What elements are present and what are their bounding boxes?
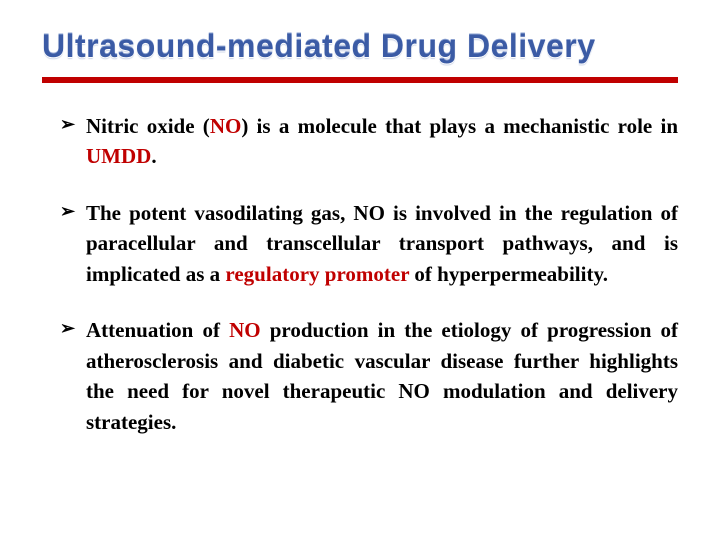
text-segment: Attenuation of	[86, 318, 229, 342]
page-title: Ultrasound-mediated Drug Delivery	[42, 28, 678, 65]
list-item: Attenuation of NO production in the etio…	[60, 315, 678, 437]
title-underline	[42, 77, 678, 83]
text-segment: .	[151, 144, 156, 168]
text-segment: ) is a molecule that plays a mechanistic…	[241, 114, 678, 138]
highlight-text: regulatory promoter	[225, 262, 409, 286]
bullet-list: Nitric oxide (NO) is a molecule that pla…	[42, 111, 678, 437]
text-segment: Nitric oxide (	[86, 114, 210, 138]
list-item: The potent vasodilating gas, NO is invol…	[60, 198, 678, 289]
highlight-text: NO	[210, 114, 242, 138]
text-segment: of hyperpermeability.	[409, 262, 608, 286]
list-item: Nitric oxide (NO) is a molecule that pla…	[60, 111, 678, 172]
highlight-text: NO	[229, 318, 261, 342]
highlight-text: UMDD	[86, 144, 151, 168]
